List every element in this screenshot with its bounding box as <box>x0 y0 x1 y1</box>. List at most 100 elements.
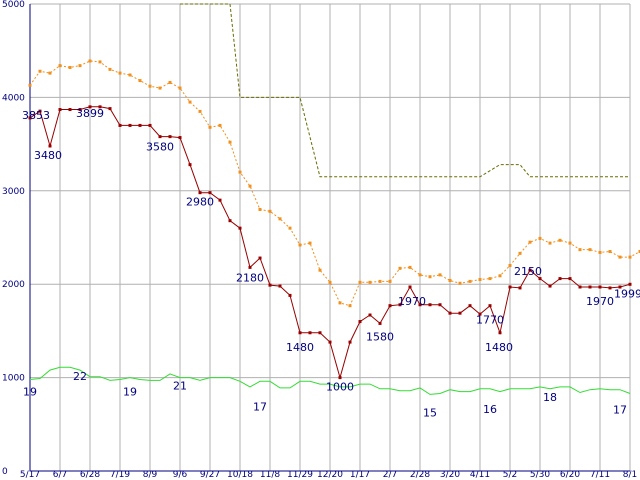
data-point <box>448 311 452 315</box>
data-point <box>538 277 542 281</box>
data-point <box>578 248 582 252</box>
data-point <box>508 285 512 289</box>
data-point <box>418 273 422 277</box>
data-point <box>598 250 602 254</box>
data-point <box>268 209 272 213</box>
data-label: 1480 <box>286 341 314 354</box>
data-point <box>318 331 322 335</box>
y-tick-label: 3000 <box>2 187 25 197</box>
data-point <box>558 277 562 281</box>
y-tick-label: 1000 <box>2 374 25 384</box>
data-point <box>78 64 82 68</box>
data-point <box>398 266 402 270</box>
x-tick-label: 9/6 <box>173 470 188 480</box>
data-label: 1580 <box>366 330 394 343</box>
data-point <box>178 86 182 90</box>
x-tick-label: 9/27 <box>200 470 220 480</box>
data-label: 2180 <box>236 271 264 284</box>
data-label: 18 <box>543 391 557 404</box>
data-point <box>98 60 102 64</box>
data-label: 16 <box>483 403 497 416</box>
data-point <box>288 226 292 230</box>
data-point <box>438 273 442 277</box>
data-point <box>258 256 262 260</box>
data-point <box>358 280 362 284</box>
series-line-3 <box>29 366 631 395</box>
data-point <box>138 79 142 83</box>
x-tick-label: 5/17 <box>20 470 40 480</box>
data-point <box>238 170 242 174</box>
x-tick-label: 6/28 <box>80 470 100 480</box>
data-point <box>518 286 522 290</box>
data-point <box>108 67 112 71</box>
data-point <box>108 107 112 111</box>
data-point <box>618 255 622 259</box>
data-point <box>28 116 32 120</box>
data-label: 1000 <box>326 381 354 394</box>
data-label: 1970 <box>398 295 426 308</box>
data-label: 21 <box>173 380 187 393</box>
data-point <box>488 304 492 308</box>
y-tick-label: 2000 <box>2 280 25 290</box>
data-point <box>248 184 252 188</box>
data-point <box>88 59 92 63</box>
data-point <box>518 251 522 255</box>
data-point <box>568 241 572 245</box>
x-tick-label: 6/20 <box>560 470 580 480</box>
data-point <box>418 303 422 307</box>
x-tick-label: 5/2 <box>503 470 517 480</box>
data-point <box>48 71 52 75</box>
x-tick-label: 4/11 <box>470 470 490 480</box>
x-tick-label: 11/8 <box>260 470 280 480</box>
data-point <box>218 123 222 127</box>
data-point <box>618 285 622 289</box>
data-label: 19 <box>23 385 37 398</box>
data-label: 17 <box>253 400 267 413</box>
data-point <box>388 304 392 308</box>
data-point <box>118 123 122 127</box>
data-point <box>628 255 632 259</box>
data-point <box>558 238 562 242</box>
data-point <box>338 376 342 380</box>
data-point <box>298 243 302 247</box>
data-point <box>328 340 332 344</box>
data-point <box>438 303 442 307</box>
x-tick-label: 5/30 <box>530 470 550 480</box>
x-tick-label: 7/11 <box>590 470 610 480</box>
data-point <box>458 311 462 315</box>
data-point <box>68 66 72 70</box>
data-point <box>478 312 482 316</box>
data-point <box>528 240 532 244</box>
data-point <box>38 69 42 73</box>
data-labels: 3853 3480 3899 3580 2980 2180 1480 1000 1580 1970… <box>22 107 640 420</box>
data-point <box>468 279 472 283</box>
data-point <box>408 285 412 289</box>
data-point <box>588 285 592 289</box>
data-point <box>198 109 202 113</box>
data-point <box>148 123 152 127</box>
y-tick-label: 4000 <box>2 93 25 103</box>
data-label: 15 <box>423 406 437 419</box>
data-point <box>368 313 372 317</box>
data-label: 1770 <box>476 314 504 327</box>
x-tick-label: 10/18 <box>227 470 253 480</box>
data-point <box>148 84 152 88</box>
data-point <box>38 109 42 113</box>
data-point <box>228 140 232 144</box>
data-point <box>638 250 640 254</box>
data-point <box>268 283 272 287</box>
data-point <box>28 83 32 87</box>
data-point <box>298 331 302 335</box>
data-point <box>308 331 312 335</box>
data-point <box>498 331 502 335</box>
data-point <box>228 219 232 223</box>
data-point <box>348 340 352 344</box>
series-line-1 <box>29 60 640 307</box>
data-label: 1480 <box>485 341 513 354</box>
data-point <box>488 277 492 281</box>
data-point <box>278 284 282 288</box>
data-label: 17 <box>613 404 627 417</box>
data-label: 2980 <box>186 196 214 209</box>
x-tick-label: 6/7 <box>53 470 67 480</box>
